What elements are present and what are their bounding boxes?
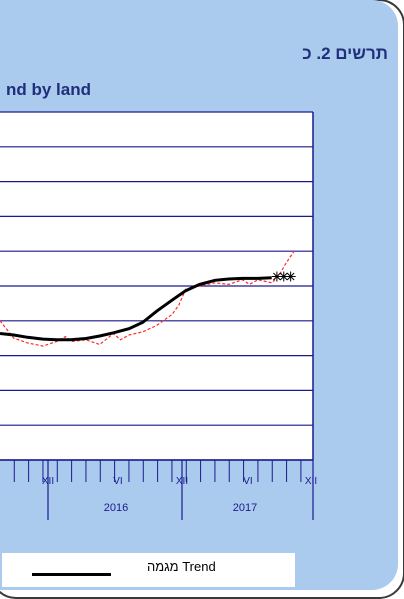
x-axis-ticks xyxy=(13,460,302,482)
legend-trend-swatch xyxy=(32,573,111,576)
trend-series-line xyxy=(0,276,272,342)
tick-label-xii-1: XII xyxy=(42,476,54,487)
period-label-2016: 2016 xyxy=(104,502,128,514)
legend-trend-label: Trend מגמה xyxy=(147,559,216,574)
tick-label-vi-2: VI xyxy=(243,476,252,487)
tick-label-vi-1: VI xyxy=(113,476,122,487)
x-period-separators xyxy=(47,460,314,520)
legend xyxy=(2,553,295,587)
chart-title-english: nd by land xyxy=(6,80,91,99)
tick-label-xii-2: XII xyxy=(176,476,188,487)
star-stroke-d2 xyxy=(279,272,288,281)
star-marker-2 xyxy=(285,271,296,282)
chart-title-hebrew: תרשים 2. כ xyxy=(302,44,388,63)
tick-label-xii-3: XII xyxy=(305,476,317,487)
star-stroke-d2 xyxy=(286,272,295,281)
star-marker-1 xyxy=(278,271,289,282)
star-markers xyxy=(271,271,296,282)
star-stroke-d2 xyxy=(273,272,281,281)
period-label-2017: 2017 xyxy=(233,502,257,514)
